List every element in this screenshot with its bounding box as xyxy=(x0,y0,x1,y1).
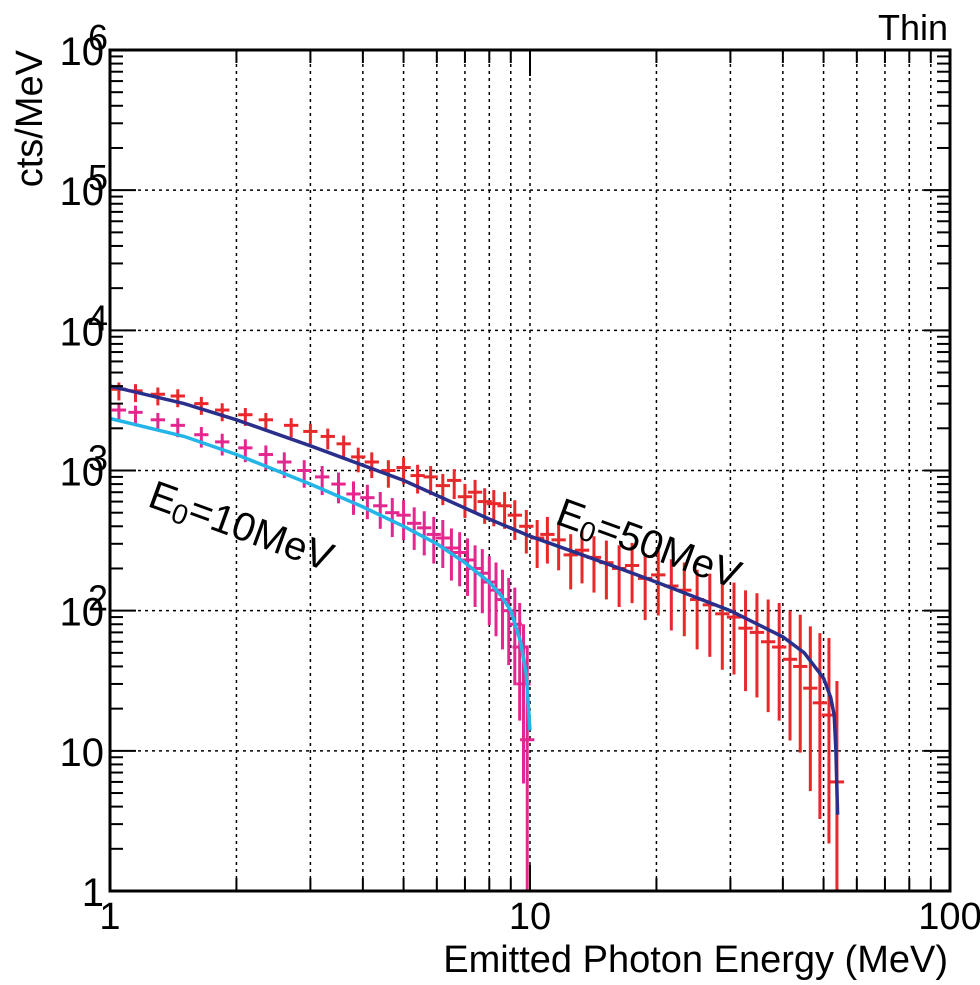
fit-line xyxy=(109,384,840,815)
y-tick-exponent: 4 xyxy=(88,297,108,338)
y-tick-exponent: 2 xyxy=(88,578,108,619)
chart-title: Thin xyxy=(878,7,948,48)
annotation-label: E0=10MeV xyxy=(142,473,339,583)
axis-ticks xyxy=(109,50,950,892)
x-axis-label: Emitted Photon Energy (MeV) xyxy=(443,939,948,981)
data-series-1 xyxy=(111,403,535,891)
x-tick-label: 100 xyxy=(918,896,980,938)
x-tick-label: 1 xyxy=(99,896,120,938)
y-axis-label: cts/MeV xyxy=(9,49,51,187)
y-tick-label: 10 xyxy=(60,451,105,495)
y-tick-exponent: 3 xyxy=(88,438,108,479)
grid-lines xyxy=(110,50,950,891)
fit-curve-3 xyxy=(109,416,532,731)
annotation-label: E0=50MeV xyxy=(550,490,747,600)
y-tick-exponent: 6 xyxy=(88,17,108,58)
x-tick-label: 10 xyxy=(509,896,551,938)
y-tick-exponent: 5 xyxy=(88,157,108,198)
y-tick-label: 10 xyxy=(60,30,105,74)
data-series-0 xyxy=(111,382,845,891)
y-tick-label: 10 xyxy=(60,310,105,354)
y-tick-label: 10 xyxy=(60,170,105,214)
data-series xyxy=(109,382,845,891)
y-tick-label: 1 xyxy=(82,871,104,915)
fit-curve-2 xyxy=(109,384,840,815)
y-tick-label: 10 xyxy=(60,731,105,775)
fit-line xyxy=(109,416,532,731)
y-tick-label: 10 xyxy=(60,591,105,635)
